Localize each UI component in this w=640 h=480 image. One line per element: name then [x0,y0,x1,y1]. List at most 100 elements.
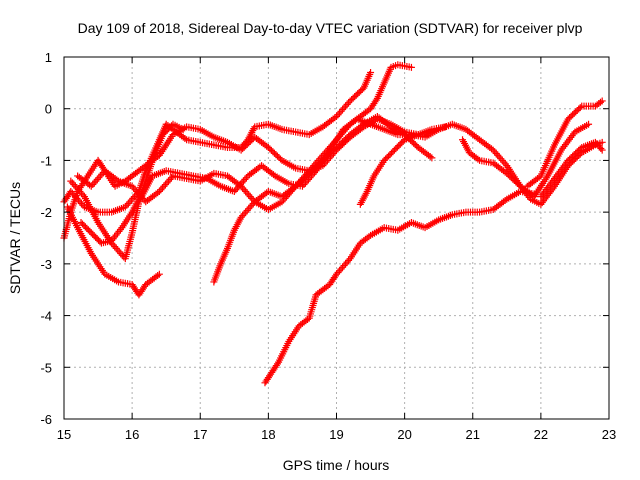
data-point [596,98,604,106]
data-point [77,200,85,208]
data-point [331,148,339,156]
grid [64,57,609,419]
data-point [111,243,119,251]
data-point [129,194,137,202]
data-point [328,151,336,159]
data-point [245,191,253,199]
data-point [163,179,171,187]
data-point [77,189,85,197]
data-point [273,360,281,368]
data-point [240,210,248,218]
data-point [345,256,353,264]
data-point [114,246,122,254]
data-point [73,194,81,202]
data-point [248,194,256,202]
data-series [60,61,606,387]
data-point [585,120,593,128]
data-point [181,134,189,142]
data-point [179,125,187,133]
data-point [243,206,251,214]
data-point [155,187,163,195]
series-track-12 [77,120,187,247]
data-point [598,146,606,154]
series-track-7 [261,187,538,387]
data-point [426,153,434,161]
series-track-8 [356,123,449,208]
data-point [333,270,340,278]
data-point [407,63,415,71]
y-tick-label: -2 [40,205,52,220]
data-point [240,186,248,194]
data-point [298,175,306,183]
data-point [442,123,449,131]
x-tick-label: 18 [261,427,275,442]
data-point [154,271,162,279]
data-point [239,177,247,185]
data-point [121,203,129,211]
data-point [598,138,606,146]
y-tick-label: -5 [40,360,52,375]
data-point [372,96,380,104]
data-point [367,69,375,77]
y-tick-label: -4 [40,309,52,324]
data-point [500,158,508,166]
data-point [325,155,333,163]
data-point [302,170,310,178]
data-point [68,179,76,187]
x-tick-label: 17 [193,427,207,442]
data-point [320,160,328,168]
axis-ticks: 15 16 17 18 19 20 21 22 23 -6 -5 -4 -3 -2 -1 0 1 [40,50,616,442]
data-point [501,197,509,205]
data-point [157,186,165,194]
data-point [117,250,125,258]
data-point [130,184,138,192]
data-point [243,189,251,197]
data-point [166,175,174,183]
data-point [239,212,247,220]
data-point [290,184,298,192]
data-point [494,151,502,159]
data-point [319,162,327,170]
data-point [340,262,348,270]
data-point [112,244,120,252]
data-point [70,191,78,199]
data-point [269,171,277,179]
data-point [118,251,126,259]
x-tick-label: 15 [57,427,71,442]
data-point [113,176,121,184]
data-point [337,265,345,273]
data-point [501,160,509,168]
data-point [530,190,538,198]
x-tick-label: 22 [534,427,548,442]
data-point [126,198,134,206]
data-point [337,107,345,115]
data-point [597,145,605,153]
data-point [336,109,344,117]
data-point [323,156,331,164]
data-point [292,182,300,190]
data-point [232,186,240,194]
y-axis-label: SDTVAR / TECUs [7,182,23,294]
x-tick-label: 16 [125,427,139,442]
data-point [98,170,106,178]
data-point [474,155,482,163]
data-point [130,193,138,201]
data-point [336,267,344,275]
x-tick-label: 19 [329,427,343,442]
data-point [340,104,348,112]
data-point [68,189,76,197]
data-point [246,193,254,201]
data-point [76,198,84,206]
data-point [334,268,342,276]
y-tick-label: -1 [40,153,52,168]
data-point [123,201,131,209]
y-tick-label: 0 [45,102,52,117]
data-point [333,112,340,120]
data-point [489,146,497,154]
data-point [96,172,104,180]
series-track-4 [63,203,163,299]
data-point [345,99,353,107]
data-point [131,186,139,194]
data-point [245,205,253,213]
